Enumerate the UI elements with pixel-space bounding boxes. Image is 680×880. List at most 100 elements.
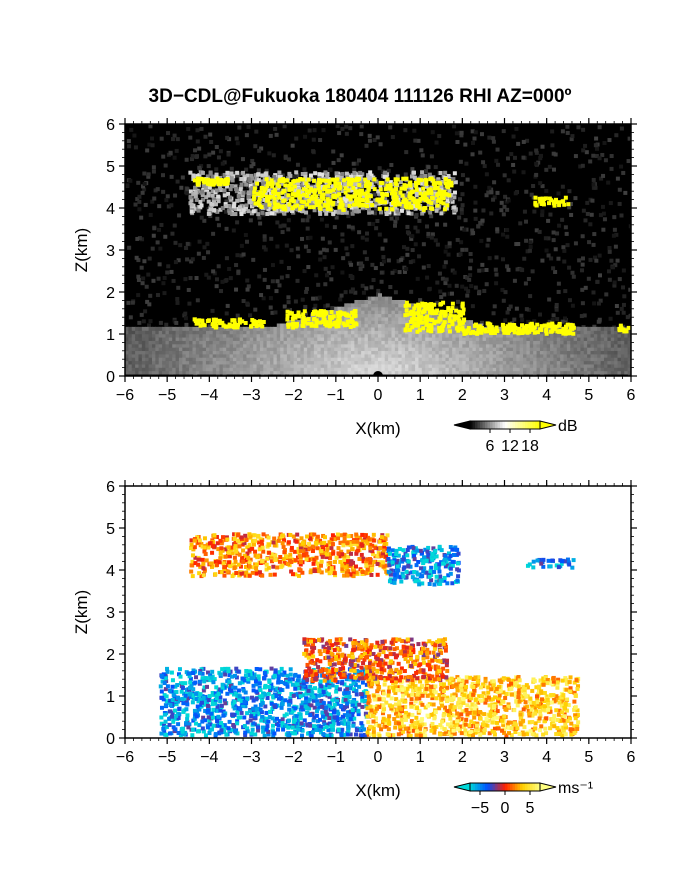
echo-pixel [343, 201, 348, 206]
echo-pixel [148, 333, 153, 338]
noise-pixel [364, 237, 369, 242]
echo-pixel [249, 340, 254, 345]
noise-pixel [340, 270, 345, 275]
echo-pixel [135, 340, 140, 345]
echo-pixel [162, 353, 167, 358]
noise-pixel [199, 126, 204, 131]
echo-pixel [256, 172, 261, 177]
echo-pixel [371, 360, 376, 365]
noise-pixel [457, 215, 462, 220]
strong-echo-pixel [290, 196, 295, 201]
echo-pixel [131, 367, 136, 372]
noise-pixel [300, 297, 305, 302]
echo-pixel [334, 340, 339, 345]
noise-pixel [521, 170, 526, 175]
echo-pixel [303, 370, 308, 375]
echo-pixel [438, 360, 443, 365]
noise-pixel [581, 127, 586, 132]
echo-pixel [590, 340, 595, 345]
echo-pixel [401, 310, 406, 315]
noise-pixel [306, 249, 311, 254]
echo-pixel [158, 330, 163, 335]
echo-pixel [607, 357, 612, 362]
echo-pixel [458, 360, 463, 365]
strong-echo-pixel [316, 186, 321, 191]
noise-pixel [484, 267, 489, 272]
echo-pixel [263, 353, 268, 358]
echo-pixel [310, 347, 315, 352]
echo-pixel [168, 350, 173, 355]
noise-pixel [268, 296, 273, 301]
echo-pixel [428, 367, 433, 372]
echo-pixel [263, 367, 268, 372]
noise-pixel [158, 320, 163, 325]
echo-pixel [249, 347, 254, 352]
echo-pixel [529, 363, 534, 368]
echo-pixel [367, 313, 372, 318]
echo-pixel [340, 343, 345, 348]
echo-pixel [270, 350, 275, 355]
echo-pixel [351, 343, 356, 348]
echo-pixel [199, 357, 204, 362]
noise-pixel [628, 224, 631, 229]
echo-pixel [168, 360, 173, 365]
echo-pixel [384, 316, 389, 321]
echo-pixel [234, 187, 239, 192]
strong-echo-pixel [307, 205, 312, 210]
echo-pixel [259, 336, 264, 341]
noise-pixel [562, 316, 567, 321]
echo-pixel [361, 367, 366, 372]
noise-pixel [592, 324, 597, 329]
echo-pixel [398, 367, 403, 372]
echo-pixel [421, 323, 426, 328]
echo-pixel [351, 360, 356, 365]
echo-pixel [415, 357, 420, 362]
echo-pixel [317, 360, 322, 365]
noise-pixel [146, 272, 151, 277]
echo-pixel [573, 336, 578, 341]
echo-pixel [499, 370, 504, 375]
echo-pixel [411, 350, 416, 355]
noise-pixel [290, 143, 295, 148]
echo-pixel [371, 336, 376, 341]
echo-pixel [222, 347, 227, 352]
noise-pixel [567, 205, 572, 210]
echo-pixel [162, 347, 167, 352]
noise-pixel [189, 259, 194, 264]
echo-pixel [243, 330, 248, 335]
strong-echo-pixel [317, 203, 322, 208]
noise-pixel [152, 226, 157, 231]
noise-pixel [538, 156, 543, 161]
noise-pixel [286, 227, 291, 232]
noise-pixel [478, 220, 483, 225]
noise-pixel [393, 219, 398, 224]
echo-pixel [313, 333, 318, 338]
strong-echo-pixel [268, 194, 273, 199]
echo-pixel [411, 357, 416, 362]
echo-pixel [317, 363, 322, 368]
noise-pixel [544, 167, 549, 172]
echo-pixel [496, 336, 501, 341]
echo-pixel [229, 363, 234, 368]
noise-pixel [491, 311, 496, 316]
echo-pixel [286, 336, 291, 341]
noise-pixel [362, 189, 367, 194]
echo-pixel [357, 333, 362, 338]
echo-pixel [236, 357, 241, 362]
noise-pixel [484, 172, 489, 177]
echo-pixel [465, 363, 470, 368]
echo-pixel [366, 173, 371, 178]
strong-echo-pixel [328, 189, 333, 194]
echo-pixel [583, 363, 588, 368]
echo-pixel [482, 347, 487, 352]
noise-pixel [524, 307, 529, 312]
noise-pixel [598, 213, 603, 218]
echo-pixel [371, 350, 376, 355]
echo-pixel [141, 340, 146, 345]
echo-pixel [141, 343, 146, 348]
echo-pixel [297, 340, 302, 345]
noise-pixel [473, 130, 478, 135]
noise-pixel [612, 283, 617, 288]
noise-pixel [505, 207, 510, 212]
echo-pixel [404, 316, 409, 321]
